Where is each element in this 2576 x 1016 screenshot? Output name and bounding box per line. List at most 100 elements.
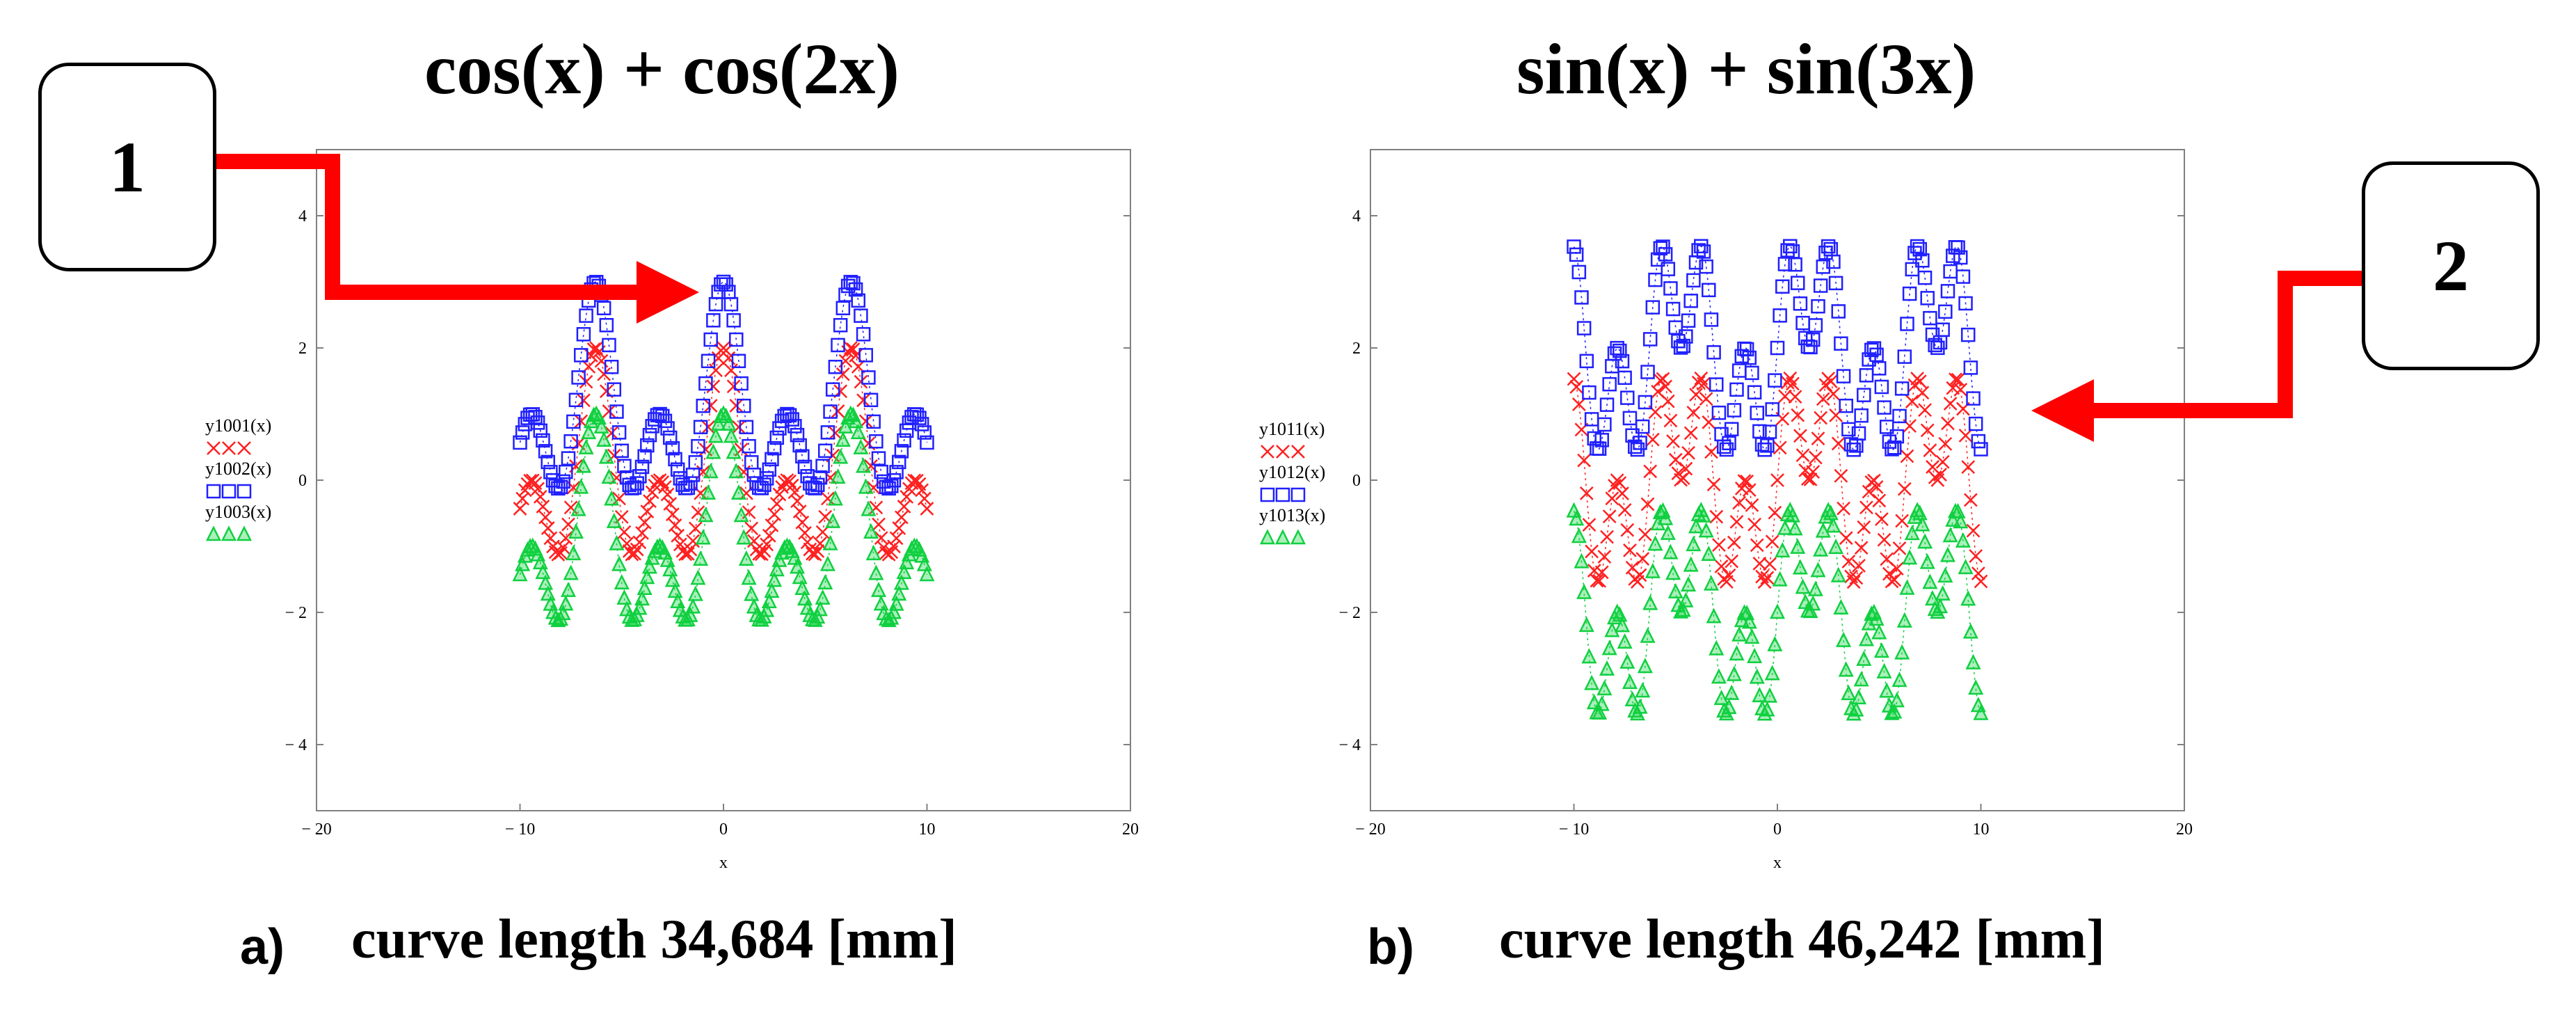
data-point: [1691, 243, 1706, 257]
data-point: [1942, 527, 1958, 543]
data-point: [1917, 533, 1933, 549]
data-point: [1807, 580, 1823, 596]
data-point: [1839, 531, 1853, 546]
data-point: [1592, 573, 1606, 588]
data-point: [1765, 402, 1779, 417]
data-point: [581, 424, 597, 440]
data-point: [701, 354, 716, 369]
data-point: [917, 425, 932, 440]
data-point: [1739, 342, 1754, 357]
data-point: [1729, 382, 1744, 397]
data-point: [891, 585, 907, 601]
y-tick-label: 4: [1352, 207, 1361, 225]
data-point: [632, 469, 647, 484]
data-point: [909, 407, 925, 422]
data-point: [541, 521, 555, 535]
data-point: [1661, 394, 1675, 408]
data-point: [1709, 377, 1724, 392]
legend-marker: [207, 441, 251, 455]
data-point: [1683, 294, 1698, 308]
data-point: [1709, 509, 1724, 524]
data-point: [1803, 473, 1818, 486]
legend-marker: [206, 484, 252, 499]
data-point: [627, 480, 642, 495]
callout-2-arrow-line: [2090, 271, 2365, 418]
data-point: [848, 413, 864, 429]
data-point: [1668, 452, 1683, 467]
data-point: [1920, 423, 1935, 438]
legend-marker-symbol: [1291, 445, 1305, 459]
data-point: [1613, 476, 1627, 490]
data-point: [1902, 549, 1918, 565]
data-point: [609, 534, 625, 550]
data-point: [1912, 241, 1927, 257]
data-point: [1620, 390, 1635, 405]
legend-marker-symbol: [236, 525, 253, 541]
chart-b-caption: curve length 46,242 [mm]: [1499, 909, 2105, 970]
data-point: [1808, 450, 1823, 465]
data-point: [853, 438, 869, 454]
data-point: [1600, 530, 1614, 544]
data-point: [1966, 391, 1981, 406]
data-point: [1742, 483, 1757, 497]
data-point: [843, 341, 858, 356]
data-point: [556, 474, 570, 489]
data-point: [1699, 259, 1713, 274]
data-point: [1704, 312, 1719, 327]
data-point: [831, 338, 845, 353]
legend-marker-symbol: [221, 484, 237, 499]
data-point: [660, 421, 675, 436]
data-point: [1905, 395, 1919, 408]
data-point: [1676, 471, 1690, 485]
data-point: [1965, 653, 1981, 669]
data-point: [795, 449, 810, 463]
data-point: [1923, 310, 1937, 326]
data-point: [1854, 408, 1869, 423]
data-point: [1963, 493, 1978, 507]
data-point: [858, 348, 873, 363]
data-point: [1633, 568, 1647, 582]
data-point: [1973, 704, 1989, 720]
data-point: [1775, 279, 1790, 294]
legend-marker-symbol: [1261, 445, 1274, 459]
data-point: [568, 392, 584, 408]
data-point: [868, 564, 884, 580]
data-point: [869, 500, 883, 515]
data-point: [817, 573, 833, 590]
data-point: [1848, 701, 1864, 717]
data-point: [1795, 578, 1811, 594]
data-point: [917, 491, 931, 506]
legend-marker: [1260, 487, 1306, 502]
data-point: [597, 367, 611, 381]
legend-marker-symbol: [237, 484, 252, 499]
data-point: [737, 398, 751, 413]
data-point: [1857, 520, 1871, 534]
data-point: [1656, 372, 1670, 386]
series-y1002x: [513, 274, 934, 496]
data-point: [1904, 525, 1920, 541]
legend-marker-symbol: [205, 525, 222, 541]
data-point: [563, 500, 578, 515]
data-point: [1935, 322, 1950, 338]
legend-marker-symbol: [237, 441, 251, 455]
data-point: [1622, 674, 1638, 690]
data-point: [1974, 574, 1988, 589]
chart-a-title: cos(x) + cos(2x): [424, 29, 900, 109]
data-point: [1813, 541, 1829, 557]
data-point: [1729, 645, 1745, 661]
data-point: [886, 603, 902, 619]
data-point: [1686, 536, 1702, 552]
data-point: [1594, 695, 1610, 711]
plot-frame: [316, 149, 1131, 811]
data-point: [1846, 575, 1861, 589]
data-point: [602, 404, 616, 418]
data-point: [892, 454, 906, 470]
data-point: [611, 555, 627, 571]
data-point: [1599, 660, 1615, 676]
data-point: [1601, 640, 1617, 656]
data-point: [856, 327, 871, 342]
data-point: [643, 494, 657, 509]
data-point: [1933, 468, 1947, 482]
data-point: [660, 487, 675, 502]
